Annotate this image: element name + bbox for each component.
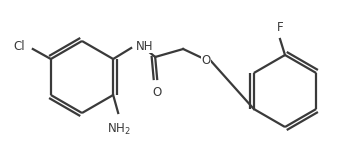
Text: F: F [277, 21, 283, 34]
Text: NH: NH [136, 39, 154, 52]
Text: O: O [152, 86, 162, 99]
Text: NH$_2$: NH$_2$ [107, 122, 131, 137]
Text: O: O [201, 53, 211, 66]
Text: Cl: Cl [13, 41, 25, 53]
